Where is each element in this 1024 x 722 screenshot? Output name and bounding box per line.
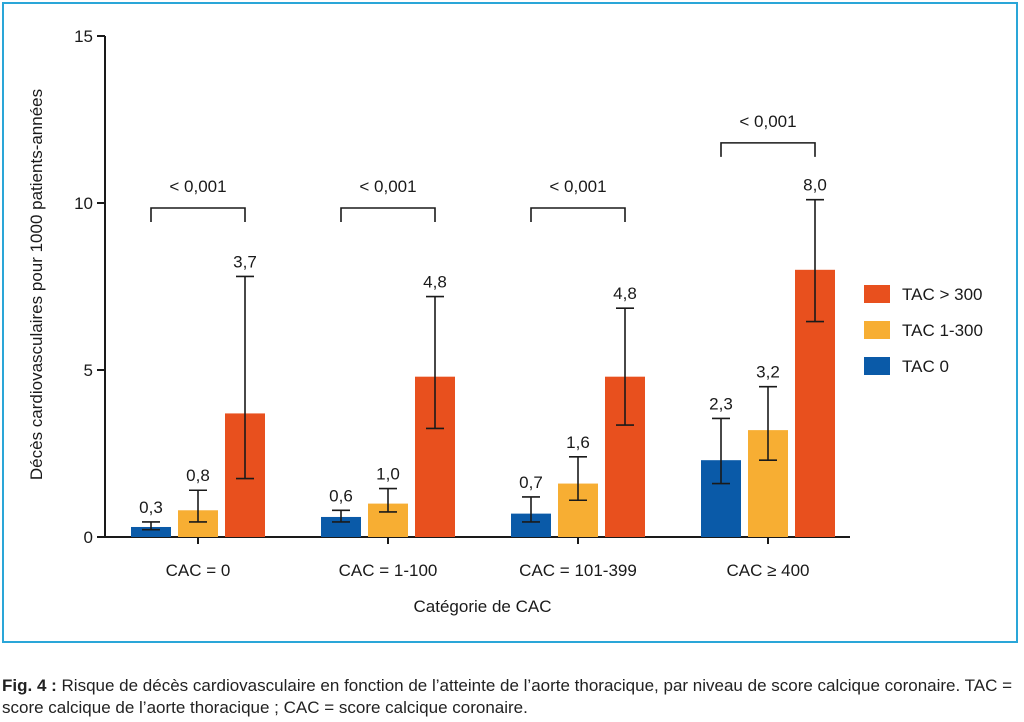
x-tick-label: CAC = 0 xyxy=(166,561,231,580)
data-label: 8,0 xyxy=(803,176,827,195)
caption-prefix: Fig. 4 : xyxy=(2,676,57,695)
significance-bracket xyxy=(150,207,246,223)
significance-label: < 0,001 xyxy=(549,177,606,196)
legend-swatch xyxy=(864,321,890,339)
y-tick-label: 5 xyxy=(84,361,93,380)
x-tick-label: CAC = 1-100 xyxy=(339,561,438,580)
data-label: 1,6 xyxy=(566,433,590,452)
bar-chart: 0 5 10 15 CAC = 0 CAC = 1-100 CAC = 101-399 CAC… xyxy=(27,27,983,616)
figure-frame xyxy=(2,2,1018,643)
y-axis-title: Décès cardiovasculaires pour 1000 patien… xyxy=(27,89,46,480)
significance-label: < 0,001 xyxy=(359,177,416,196)
data-label: 0,8 xyxy=(186,466,210,485)
legend-label: TAC 0 xyxy=(902,357,949,376)
data-label: 0,6 xyxy=(329,486,353,505)
bar xyxy=(321,516,361,537)
bar xyxy=(131,526,171,537)
data-label: 2,3 xyxy=(709,394,733,413)
caption-text: Risque de décès cardiovasculaire en fonc… xyxy=(2,676,1013,717)
data-label: 4,8 xyxy=(423,273,447,292)
figure-caption: Fig. 4 : Risque de décès cardiovasculair… xyxy=(2,675,1018,719)
data-label: 1,0 xyxy=(376,465,400,484)
y-tick-label: 10 xyxy=(74,194,93,213)
data-label: 4,8 xyxy=(613,284,637,303)
y-tick-label: 15 xyxy=(74,27,93,46)
y-tick-label: 0 xyxy=(84,528,93,547)
data-label: 0,3 xyxy=(139,498,163,517)
x-tick-label: CAC ≥ 400 xyxy=(726,561,809,580)
x-tick-label: CAC = 101-399 xyxy=(519,561,637,580)
legend-swatch xyxy=(864,357,890,375)
bar xyxy=(511,513,551,537)
data-label: 3,7 xyxy=(233,252,257,271)
significance-bracket xyxy=(530,207,626,223)
significance-label: < 0,001 xyxy=(169,177,226,196)
legend-label: TAC > 300 xyxy=(902,285,982,304)
legend-swatch xyxy=(864,285,890,303)
significance-label: < 0,001 xyxy=(739,112,796,131)
significance-bracket xyxy=(720,142,816,157)
data-label: 0,7 xyxy=(519,473,543,492)
legend-label: TAC 1-300 xyxy=(902,321,983,340)
significance-bracket xyxy=(340,207,436,223)
x-axis-title: Catégorie de CAC xyxy=(414,597,552,616)
data-label: 3,2 xyxy=(756,363,780,382)
